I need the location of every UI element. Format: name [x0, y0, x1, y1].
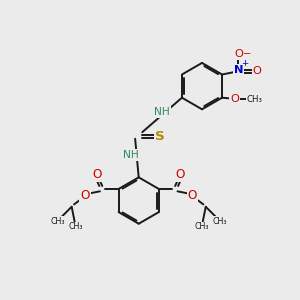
Text: S: S — [155, 130, 165, 143]
Text: O: O — [175, 168, 184, 181]
Text: O: O — [230, 94, 239, 104]
Text: NH: NH — [154, 107, 170, 117]
Text: CH₃: CH₃ — [50, 217, 65, 226]
Text: CH₃: CH₃ — [69, 222, 83, 231]
Text: O: O — [234, 49, 243, 59]
Text: −: − — [243, 49, 251, 59]
Text: CH₃: CH₃ — [213, 217, 227, 226]
Text: CH₃: CH₃ — [247, 95, 263, 104]
Text: N: N — [234, 65, 243, 75]
Text: +: + — [242, 59, 249, 68]
Text: NH: NH — [123, 150, 139, 160]
Text: O: O — [188, 189, 197, 202]
Text: O: O — [80, 189, 90, 202]
Text: O: O — [252, 66, 261, 76]
Text: O: O — [93, 168, 102, 181]
Text: CH₃: CH₃ — [194, 222, 208, 231]
